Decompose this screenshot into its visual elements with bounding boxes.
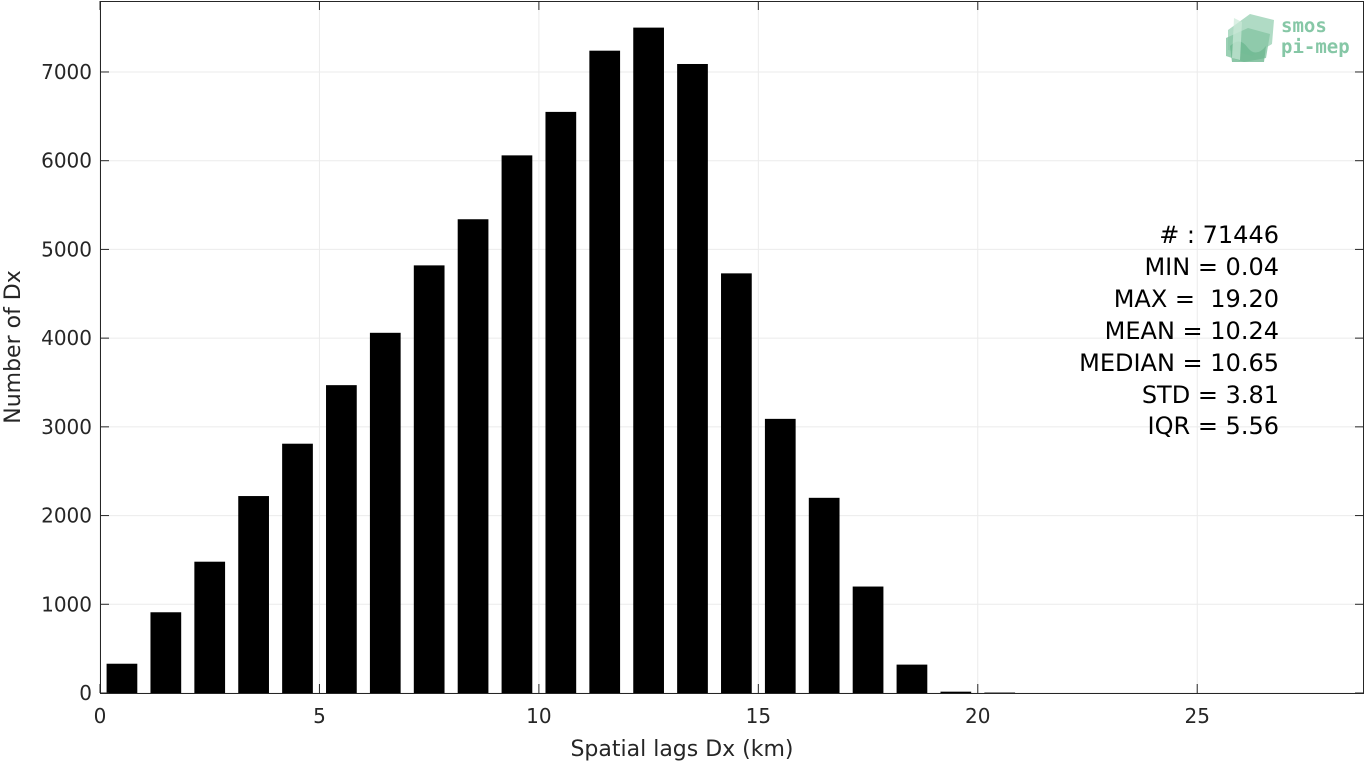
stats-min: MIN = 0.04 (1144, 253, 1279, 281)
stats-max: MAX = 19.20 (1114, 285, 1279, 313)
histogram-bar (501, 155, 533, 693)
y-tick-label: 2000 (41, 504, 92, 528)
x-tick-label: 0 (94, 704, 107, 728)
histogram-bar (764, 418, 796, 693)
tick-labels: 0 5 10 15 20 25 0 1000 2000 3000 4000 5000 6000 7000 (41, 60, 1210, 728)
histogram-bar (326, 385, 357, 693)
x-tick-label: 10 (526, 704, 551, 728)
y-tick-label: 5000 (41, 237, 92, 261)
x-tick-label: 15 (746, 704, 771, 728)
grid-lines (99, 1, 1364, 694)
histogram-bar (282, 443, 313, 693)
histogram-bar (589, 50, 621, 693)
stats-count: # : 71446 (1159, 221, 1279, 249)
histogram-bar (194, 561, 226, 693)
histogram-bar (238, 496, 269, 693)
stats-iqr: IQR = 5.56 (1148, 412, 1279, 440)
logo-text-smos: smos (1281, 15, 1327, 37)
plot-frame (100, 1, 1364, 694)
histogram-bar (852, 586, 884, 693)
statistics-annotation: # : 71446 MIN = 0.04 MAX = 19.20 MEAN = … (1079, 221, 1279, 440)
y-tick-label: 3000 (41, 415, 92, 439)
histogram-bar (545, 111, 577, 693)
x-tick-label: 20 (965, 704, 990, 728)
histogram-bar (369, 332, 401, 693)
x-axis-label: Spatial lags Dx (km) (570, 737, 793, 762)
stats-mean: MEAN = 10.24 (1105, 317, 1279, 345)
y-tick-label: 6000 (41, 149, 92, 173)
histogram-bar (633, 27, 664, 694)
y-tick-label: 1000 (41, 592, 92, 616)
x-tick-label: 5 (313, 704, 326, 728)
logo-mark-icon (1226, 14, 1274, 62)
smos-pi-mep-logo: smos pi-mep (1226, 14, 1350, 62)
histogram-bar (940, 691, 972, 693)
histogram-bar (808, 497, 840, 693)
y-tick-label: 4000 (41, 326, 92, 350)
histogram-bar (106, 663, 138, 693)
histogram-bar (150, 612, 182, 693)
axis-ticks (99, 1, 1364, 694)
histogram-bar (457, 219, 489, 693)
logo-text-pi-mep: pi-mep (1281, 36, 1350, 58)
y-tick-label: 7000 (41, 60, 92, 84)
y-axis-label: Number of Dx (1, 270, 26, 424)
y-tick-label: 0 (79, 681, 92, 705)
histogram-bar (896, 664, 928, 693)
stats-median: MEDIAN = 10.65 (1079, 349, 1279, 377)
stats-std: STD = 3.81 (1142, 381, 1279, 409)
histogram-bars (106, 27, 1016, 694)
x-tick-label: 25 (1184, 704, 1209, 728)
histogram-bar (677, 63, 708, 693)
histogram-bar (721, 273, 752, 693)
histogram-bar (413, 265, 445, 693)
